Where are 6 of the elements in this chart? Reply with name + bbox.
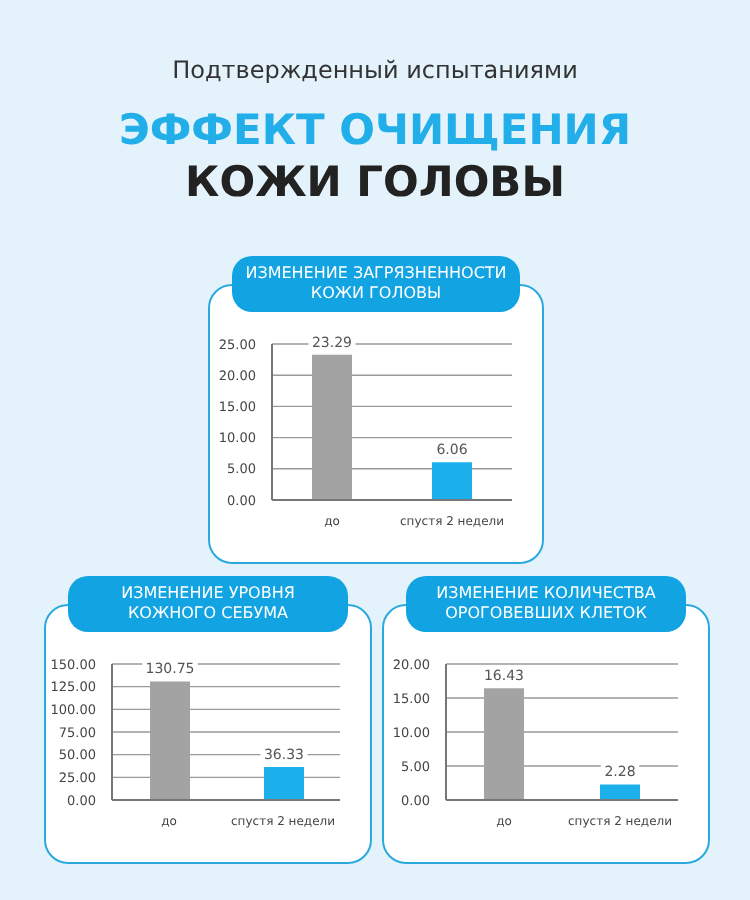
chart-title: ИЗМЕНЕНИЕ УРОВНЯ КОЖНОГО СЕБУМА — [68, 576, 348, 632]
chart-title: ИЗМЕНЕНИЕ КОЛИЧЕСТВА ОРОГОВЕВШИХ КЛЕТОК — [406, 576, 686, 632]
text: Подтвержденный испытаниями — [170, 56, 580, 84]
text: КОЖИ ГОЛОВЫ — [183, 156, 567, 208]
chart-title: ИЗМЕНЕНИЕ ЗАГРЯЗНЕННОСТИ КОЖИ ГОЛОВЫ — [232, 256, 520, 312]
text: ЭФФЕКТ ОЧИЩЕНИЯ — [116, 104, 634, 156]
